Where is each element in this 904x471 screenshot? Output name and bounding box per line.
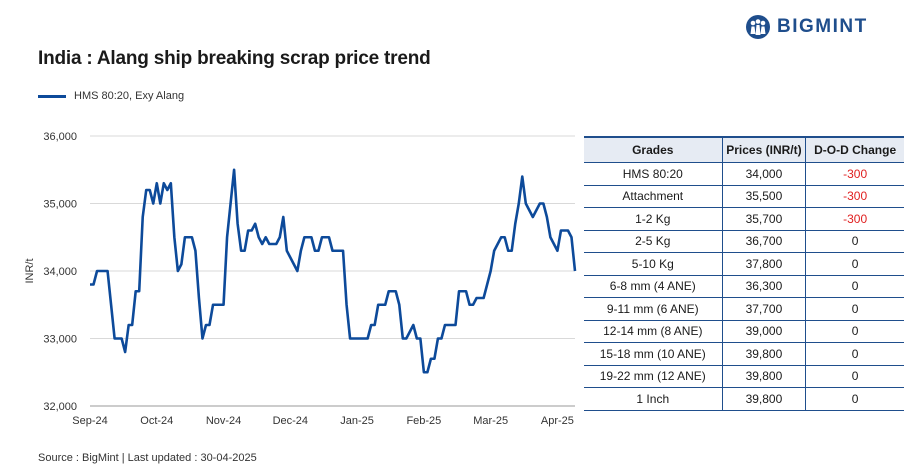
table-row: 1 Inch 39,800 0: [584, 387, 904, 411]
grade-name: 15-18 mm (10 ANE): [584, 342, 723, 366]
grade-name: 19-22 mm (12 ANE): [584, 365, 723, 388]
y-tick-label: 34,000: [43, 266, 77, 278]
table-row: 9-11 mm (6 ANE) 37,700 0: [584, 297, 904, 321]
header-grades: Grades: [584, 136, 723, 163]
table-row: 1-2 Kg 35,700 -300: [584, 207, 904, 231]
table-row: 19-22 mm (12 ANE) 39,800 0: [584, 365, 904, 388]
grade-dod-change: -300: [805, 162, 904, 186]
page-title: India : Alang ship breaking scrap price …: [38, 48, 431, 69]
grade-name: Attachment: [584, 185, 723, 208]
x-tick-label: Oct-24: [140, 415, 173, 427]
legend-swatch: [38, 94, 66, 98]
grade-dod-change: -300: [805, 185, 904, 208]
table-row: 12-14 mm (8 ANE) 39,000 0: [584, 320, 904, 343]
grade-dod-change: 0: [805, 387, 904, 411]
header-prices: Prices (INR/t): [722, 136, 807, 163]
grade-dod-change: 0: [805, 320, 904, 343]
x-tick-label: Feb-25: [406, 415, 441, 427]
header-dod-change: D-O-D Change: [805, 136, 904, 163]
grade-dod-change: 0: [805, 297, 904, 321]
grade-name: 6-8 mm (4 ANE): [584, 275, 723, 298]
series-line-hms-80-20: [90, 168, 577, 374]
y-axis-label: INR/t: [24, 258, 36, 283]
x-tick-label: Apr-25: [541, 415, 574, 427]
table-row: Attachment 35,500 -300: [584, 185, 904, 208]
table-row: HMS 80:20 34,000 -300: [584, 162, 904, 186]
y-tick-label: 33,000: [43, 334, 77, 346]
grade-price: 37,700: [722, 297, 807, 321]
legend-label: HMS 80:20, Exy Alang: [74, 90, 185, 102]
table-row: 2-5 Kg 36,700 0: [584, 230, 904, 253]
grade-price: 35,700: [722, 207, 807, 231]
x-tick-label: Sep-24: [72, 415, 107, 427]
grade-dod-change: 0: [805, 275, 904, 298]
grade-dod-change: 0: [805, 342, 904, 366]
grade-price: 34,000: [722, 162, 807, 186]
grade-dod-change: 0: [805, 230, 904, 253]
table-row: 15-18 mm (10 ANE) 39,800 0: [584, 342, 904, 366]
grade-dod-change: 0: [805, 365, 904, 388]
grade-price: 39,800: [722, 342, 807, 366]
grade-dod-change: 0: [805, 252, 904, 276]
grade-name: 5-10 Kg: [584, 252, 723, 276]
grade-name: HMS 80:20: [584, 162, 723, 186]
grade-name: 1 Inch: [584, 387, 723, 411]
grade-price: 37,800: [722, 252, 807, 276]
grade-name: 9-11 mm (6 ANE): [584, 297, 723, 321]
grade-dod-change: -300: [805, 207, 904, 231]
x-tick-label: Nov-24: [206, 415, 241, 427]
grade-name: 1-2 Kg: [584, 207, 723, 231]
grade-price: 35,500: [722, 185, 807, 208]
table-header-row: Grades Prices (INR/t) D-O-D Change: [584, 136, 904, 163]
grade-price: 39,800: [722, 365, 807, 388]
grade-price: 36,300: [722, 275, 807, 298]
grade-price: 39,800: [722, 387, 807, 411]
y-tick-label: 36,000: [43, 131, 77, 143]
table-row: 5-10 Kg 37,800 0: [584, 252, 904, 276]
x-tick-label: Jan-25: [340, 415, 374, 427]
y-tick-label: 32,000: [43, 401, 77, 413]
grade-name: 2-5 Kg: [584, 230, 723, 253]
table-row: 6-8 mm (4 ANE) 36,300 0: [584, 275, 904, 298]
grades-price-table: Grades Prices (INR/t) D-O-D Change HMS 8…: [584, 136, 904, 411]
price-line-chart: 32,000 33,000 34,000 35,000 36,000 INR/t Sep-2…: [24, 131, 577, 427]
grade-name: 12-14 mm (8 ANE): [584, 320, 723, 343]
y-tick-label: 35,000: [43, 199, 77, 211]
chart-legend: HMS 80:20, Exy Alang: [38, 90, 184, 102]
brand-logo: BIGMINT: [745, 14, 868, 40]
x-tick-label: Dec-24: [273, 415, 308, 427]
source-note: Source : BigMint | Last updated : 30-04-…: [38, 452, 257, 464]
grade-price: 36,700: [722, 230, 807, 253]
brand-name: BIGMINT: [777, 16, 868, 37]
bigmint-people-logo-icon: [746, 15, 770, 39]
grade-price: 39,000: [722, 320, 807, 343]
x-tick-label: Mar-25: [473, 415, 508, 427]
